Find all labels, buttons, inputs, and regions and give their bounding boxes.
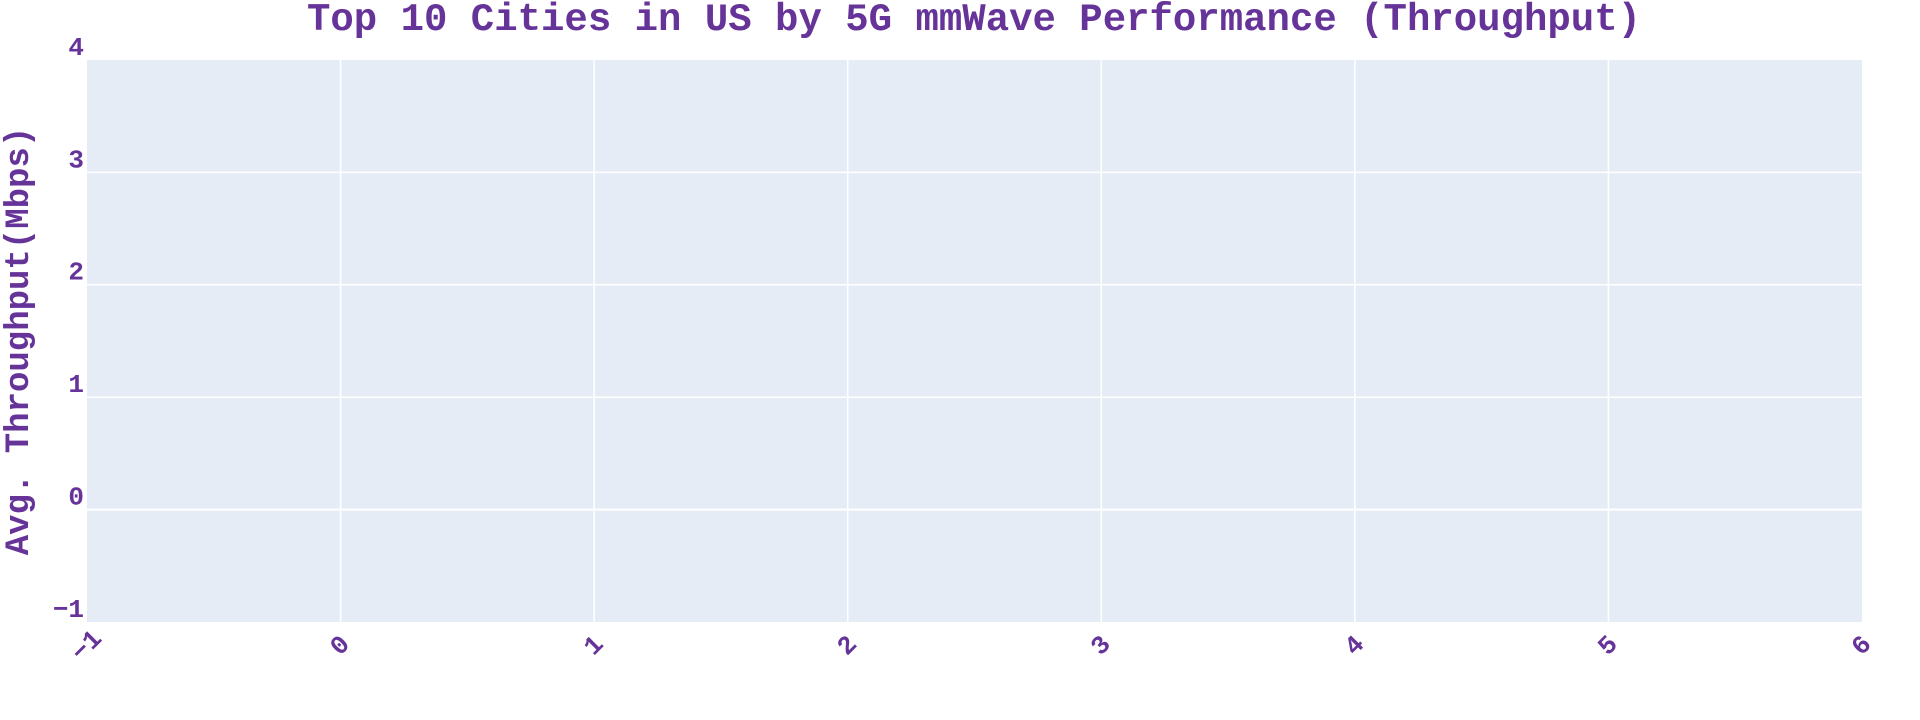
y-tick-label: −1 — [53, 595, 84, 625]
grid-lines — [87, 60, 1862, 622]
y-axis-title: Avg. Throughput(Mbps) — [1, 127, 39, 555]
x-tick-label: 6 — [1846, 630, 1878, 662]
y-tick-label: 0 — [68, 482, 84, 512]
y-tick-label: 1 — [68, 370, 84, 400]
x-tick-label: 0 — [324, 630, 356, 662]
x-tick-label: 4 — [1339, 630, 1371, 662]
y-tick-label: 2 — [68, 258, 84, 288]
x-tick-label: 5 — [1592, 630, 1624, 662]
x-tick-label: 1 — [578, 630, 610, 662]
y-tick-label: 3 — [68, 145, 84, 175]
x-tick-label: 3 — [1085, 630, 1117, 662]
x-tick-label: −1 — [65, 624, 108, 667]
chart-title: Top 10 Cities in US by 5G mmWave Perform… — [307, 0, 1641, 42]
y-tick-label: 4 — [68, 33, 84, 63]
x-tick-label: 2 — [832, 630, 864, 662]
plot-area — [87, 60, 1862, 622]
